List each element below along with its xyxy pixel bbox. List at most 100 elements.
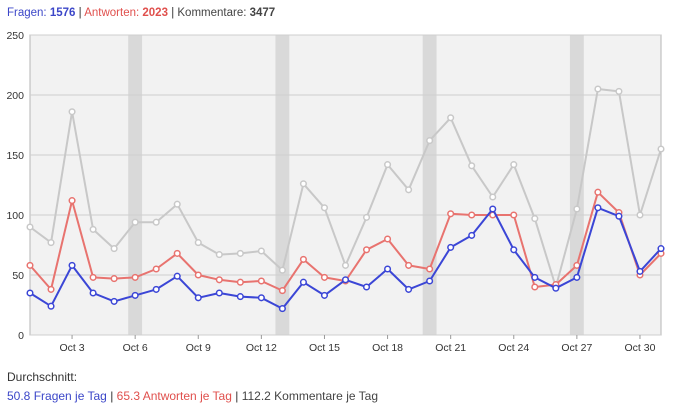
answers-count: 2023	[142, 7, 168, 19]
comments-point	[362, 213, 371, 221]
x-tick-label: Oct 30	[624, 342, 655, 354]
questions-point	[341, 276, 350, 284]
comments-point	[320, 204, 329, 212]
comments-point	[615, 87, 623, 95]
answers-average: 65.3 Antworten je Tag	[116, 389, 232, 403]
comments-point	[594, 85, 602, 93]
y-tick-label: 50	[12, 270, 24, 282]
averages-line: 50.8 Fragen je Tag | 65.3 Antworten je T…	[7, 387, 378, 406]
separator: |	[78, 7, 82, 19]
questions-point	[194, 294, 202, 302]
separator: |	[110, 389, 114, 403]
comments-point	[573, 205, 581, 213]
answers-point	[299, 255, 307, 263]
answers-point	[68, 197, 76, 205]
comments-point	[173, 200, 181, 208]
comments-count: 3477	[249, 7, 276, 19]
x-tick-label: Oct 21	[435, 342, 466, 354]
answers-point	[384, 235, 392, 243]
y-tick-label: 0	[18, 330, 24, 342]
answers-point	[131, 273, 139, 281]
comments-point	[215, 251, 223, 259]
answers-point	[447, 210, 455, 218]
comments-point	[468, 162, 476, 170]
answers-point	[110, 275, 118, 283]
questions-point	[636, 267, 644, 275]
questions-count: 1576	[49, 7, 76, 19]
questions-point	[594, 204, 602, 212]
answers-point	[426, 265, 434, 273]
averages-footer: Durchschnitt: 50.8 Fragen je Tag | 65.3 …	[7, 368, 378, 406]
questions-point	[278, 305, 286, 313]
answers-point	[26, 261, 34, 269]
questions-point	[405, 285, 413, 293]
comments-average: 112.2 Kommentare je Tag	[241, 389, 378, 403]
comments-point	[26, 223, 34, 231]
comments-label: Kommentare:	[177, 7, 247, 19]
y-tick-label: 150	[6, 150, 24, 162]
answers-point	[257, 277, 265, 285]
comments-point	[299, 180, 307, 188]
comments-point	[426, 137, 434, 145]
comments-point	[47, 239, 55, 247]
comments-point	[341, 261, 350, 269]
x-tick-label: Oct 24	[498, 342, 529, 354]
answers-point	[89, 273, 97, 281]
separator: |	[171, 7, 175, 19]
answers-label: Antworten:	[84, 7, 140, 19]
comments-point	[131, 218, 139, 226]
comments-point	[405, 186, 413, 194]
questions-average: 50.8 Fragen je Tag	[7, 389, 107, 403]
y-tick-label: 200	[6, 90, 24, 102]
comments-point	[636, 211, 644, 219]
questions-point	[510, 246, 518, 254]
activity-chart: 0 50 100 150 200 250 Oct 3 Oct 6 Oct 9 Oct 12 Oct…	[6, 30, 665, 354]
questions-point	[257, 294, 265, 302]
questions-point	[657, 245, 665, 253]
answers-point	[215, 276, 223, 284]
comments-point	[68, 108, 76, 116]
answers-point	[362, 246, 371, 254]
weekend-band	[569, 35, 584, 335]
answers-point	[468, 211, 476, 219]
questions-point	[447, 243, 455, 251]
questions-point	[131, 291, 139, 299]
questions-point	[299, 278, 307, 286]
comments-point	[257, 247, 265, 255]
comments-point	[110, 245, 118, 253]
x-tick-label: Oct 3	[60, 342, 85, 354]
answers-point	[47, 285, 55, 293]
questions-point	[531, 273, 539, 281]
questions-point	[573, 273, 581, 281]
x-tick-label: Oct 18	[372, 342, 403, 354]
comments-point	[447, 114, 455, 122]
answers-point	[594, 188, 602, 196]
averages-title: Durchschnitt:	[7, 370, 78, 384]
answers-point	[236, 278, 244, 286]
plot-area	[29, 34, 662, 336]
questions-point	[152, 285, 160, 293]
comments-point	[236, 249, 244, 257]
answers-point	[152, 265, 160, 273]
comments-point	[657, 145, 665, 153]
questions-point	[68, 261, 76, 269]
comments-point	[531, 215, 539, 223]
questions-point	[215, 289, 223, 297]
questions-point	[173, 272, 181, 280]
questions-point	[320, 291, 329, 299]
weekend-band	[422, 35, 437, 335]
questions-point	[236, 293, 244, 301]
answers-point	[510, 211, 518, 219]
answers-point	[278, 287, 286, 295]
answers-point	[173, 249, 181, 257]
comments-point	[510, 161, 518, 169]
y-tick-label: 100	[6, 210, 24, 222]
answers-point	[194, 271, 202, 279]
questions-point	[362, 283, 371, 291]
answers-point	[320, 273, 329, 281]
answers-point	[405, 261, 413, 269]
questions-label: Fragen:	[7, 7, 47, 19]
x-tick-label: Oct 12	[246, 342, 277, 354]
questions-point	[89, 289, 97, 297]
x-tick-label: Oct 6	[123, 342, 148, 354]
